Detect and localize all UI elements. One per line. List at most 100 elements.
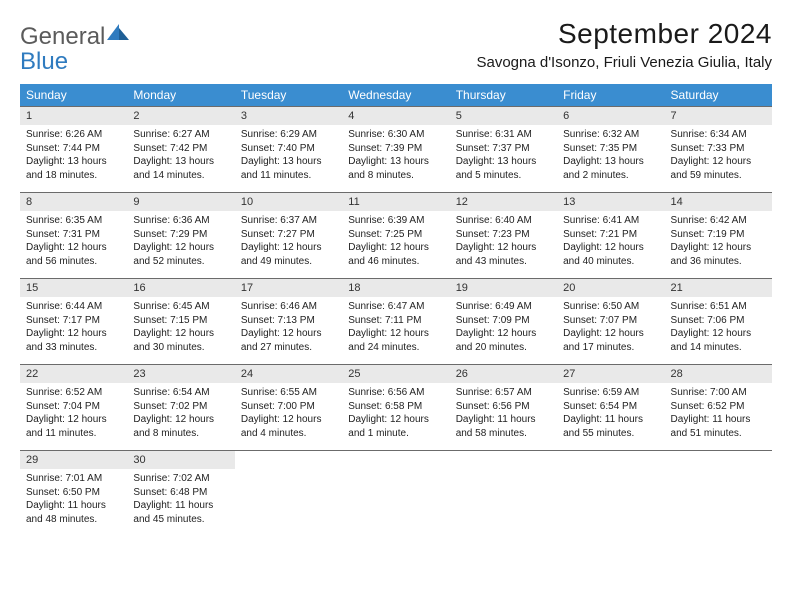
sunset: Sunset: 6:54 PM [563, 401, 637, 412]
daylight-line1: Daylight: 11 hours [133, 500, 213, 511]
sunrise: Sunrise: 6:32 AM [563, 129, 639, 140]
daylight-line1: Daylight: 12 hours [348, 328, 429, 339]
sunset: Sunset: 7:02 PM [133, 401, 207, 412]
day-number: 7 [665, 107, 772, 126]
sunrise: Sunrise: 7:02 AM [133, 473, 209, 484]
daylight-line1: Daylight: 12 hours [133, 328, 214, 339]
sunrise: Sunrise: 7:01 AM [26, 473, 102, 484]
day-cell: Sunrise: 6:36 AMSunset: 7:29 PMDaylight:… [127, 211, 234, 279]
daylight-line1: Daylight: 12 hours [348, 242, 429, 253]
daylight-line2: and 33 minutes. [26, 342, 97, 353]
sunset: Sunset: 7:25 PM [348, 229, 422, 240]
sunset: Sunset: 6:50 PM [26, 487, 100, 498]
day-number: 19 [450, 279, 557, 298]
sunset: Sunset: 7:07 PM [563, 315, 637, 326]
sunrise: Sunrise: 6:57 AM [456, 387, 532, 398]
daynum-row: 15 16 17 18 19 20 21 [20, 279, 772, 298]
sunrise: Sunrise: 6:40 AM [456, 215, 532, 226]
day-cell: Sunrise: 6:55 AMSunset: 7:00 PMDaylight:… [235, 383, 342, 451]
sunset: Sunset: 7:11 PM [348, 315, 421, 326]
day-number: 5 [450, 107, 557, 126]
daylight-line2: and 46 minutes. [348, 256, 419, 267]
day-cell: Sunrise: 6:39 AM Sunset: 7:25 PM Daylight:… [342, 211, 449, 279]
day-cell: Sunrise: 6:49 AMSunset: 7:09 PMDaylight:… [450, 297, 557, 365]
daylight-line2: and 1 minute. [348, 428, 409, 439]
daylight-line2: and 45 minutes. [133, 514, 204, 525]
sunset: Sunset: 7:17 PM [26, 315, 100, 326]
daylight-line2: and 4 minutes. [241, 428, 307, 439]
day-cell: Sunrise: 6:32 AMSunset: 7:35 PMDaylight:… [557, 125, 664, 193]
daylight-line2: and 8 minutes. [133, 428, 199, 439]
day-cell: Sunrise: 6:41 AMSunset: 7:21 PMDaylight:… [557, 211, 664, 279]
day-cell: Sunrise: 6:40 AMSunset: 7:23 PMDaylight:… [450, 211, 557, 279]
daynum-row: 22 23 24 25 26 27 28 [20, 365, 772, 384]
day-number: 12 [450, 193, 557, 212]
sunrise: Sunrise: 6:42 AM [671, 215, 747, 226]
sunset: Sunset: 7:04 PM [26, 401, 100, 412]
sunrise: Sunrise: 6:56 AM [348, 387, 424, 398]
body-row: Sunrise: 6:44 AMSunset: 7:17 PMDaylight:… [20, 297, 772, 365]
sunset: Sunset: 7:33 PM [671, 143, 745, 154]
day-cell: Sunrise: 6:57 AMSunset: 6:56 PMDaylight:… [450, 383, 557, 451]
day-cell: Sunrise: 6:29 AMSunset: 7:40 PMDaylight:… [235, 125, 342, 193]
sunset: Sunset: 6:48 PM [133, 487, 207, 498]
daylight-line2: and 59 minutes. [671, 170, 742, 181]
daynum-row: 1 2 3 4 5 6 7 [20, 107, 772, 126]
daylight-line1: Daylight: 11 hours [456, 414, 536, 425]
sunset: Sunset: 6:52 PM [671, 401, 745, 412]
daylight-line1: Daylight: 13 hours [26, 156, 107, 167]
daylight-line2: and 30 minutes. [133, 342, 204, 353]
daylight-line1: Daylight: 11 hours [671, 414, 751, 425]
month-title: September 2024 [476, 18, 772, 50]
daylight-line2: and 24 minutes. [348, 342, 419, 353]
day-number: 29 [20, 451, 127, 470]
sunrise: Sunrise: 6:35 AM [26, 215, 102, 226]
day-cell: Sunrise: 6:34 AMSunset: 7:33 PMDaylight:… [665, 125, 772, 193]
body-row: Sunrise: 6:35 AMSunset: 7:31 PMDaylight:… [20, 211, 772, 279]
daylight-line1: Daylight: 11 hours [563, 414, 643, 425]
day-cell: Sunrise: 6:26 AMSunset: 7:44 PMDaylight:… [20, 125, 127, 193]
day-cell: Sunrise: 7:00 AMSunset: 6:52 PMDaylight:… [665, 383, 772, 451]
day-number: 21 [665, 279, 772, 298]
day-number: 20 [557, 279, 664, 298]
calendar-table: Sunday Monday Tuesday Wednesday Thursday… [20, 84, 772, 536]
daylight-line2: and 5 minutes. [456, 170, 522, 181]
sunrise: Sunrise: 6:52 AM [26, 387, 102, 398]
daylight-line2: and 14 minutes. [671, 342, 742, 353]
sunset: Sunset: 7:35 PM [563, 143, 637, 154]
daylight-line2: and 11 minutes. [241, 170, 311, 181]
body-row: Sunrise: 6:52 AM Sunset: 7:04 PM Daylight:… [20, 383, 772, 451]
sunset: Sunset: 7:27 PM [241, 229, 315, 240]
day-cell: Sunrise: 6:37 AMSunset: 7:27 PMDaylight:… [235, 211, 342, 279]
sunset: Sunset: 7:40 PM [241, 143, 315, 154]
daylight-line2: and 52 minutes. [133, 256, 204, 267]
day-number: 26 [450, 365, 557, 384]
daylight-line1: Daylight: 12 hours [671, 242, 752, 253]
sunrise: Sunrise: 6:39 AM [348, 215, 424, 226]
daylight-line1: Daylight: 12 hours [671, 328, 752, 339]
day-number: 3 [235, 107, 342, 126]
day-number-empty [342, 451, 449, 470]
daylight-line2: and 51 minutes. [671, 428, 742, 439]
day-number: 16 [127, 279, 234, 298]
day-cell: Sunrise: 6:44 AMSunset: 7:17 PMDaylight:… [20, 297, 127, 365]
daylight-line1: Daylight: 11 hours [26, 500, 106, 511]
sunrise: Sunrise: 6:31 AM [456, 129, 532, 140]
day-cell: Sunrise: 7:01 AM Sunset: 6:50 PM Daylight:… [20, 469, 127, 536]
daylight-line2: and 43 minutes. [456, 256, 527, 267]
day-number: 2 [127, 107, 234, 126]
day-number: 14 [665, 193, 772, 212]
day-number-empty [450, 451, 557, 470]
sunset: Sunset: 7:29 PM [133, 229, 207, 240]
day-number: 13 [557, 193, 664, 212]
daylight-line2: and 11 minutes. [26, 428, 96, 439]
daylight-line1: Daylight: 12 hours [133, 242, 214, 253]
day-number: 24 [235, 365, 342, 384]
daynum-row: 29 30 [20, 451, 772, 470]
daylight-line2: and 17 minutes. [563, 342, 634, 353]
sunrise: Sunrise: 6:54 AM [133, 387, 209, 398]
sunset: Sunset: 7:39 PM [348, 143, 422, 154]
dow-monday: Monday [127, 84, 234, 107]
daylight-line1: Daylight: 12 hours [241, 328, 322, 339]
day-cell: Sunrise: 6:59 AMSunset: 6:54 PMDaylight:… [557, 383, 664, 451]
